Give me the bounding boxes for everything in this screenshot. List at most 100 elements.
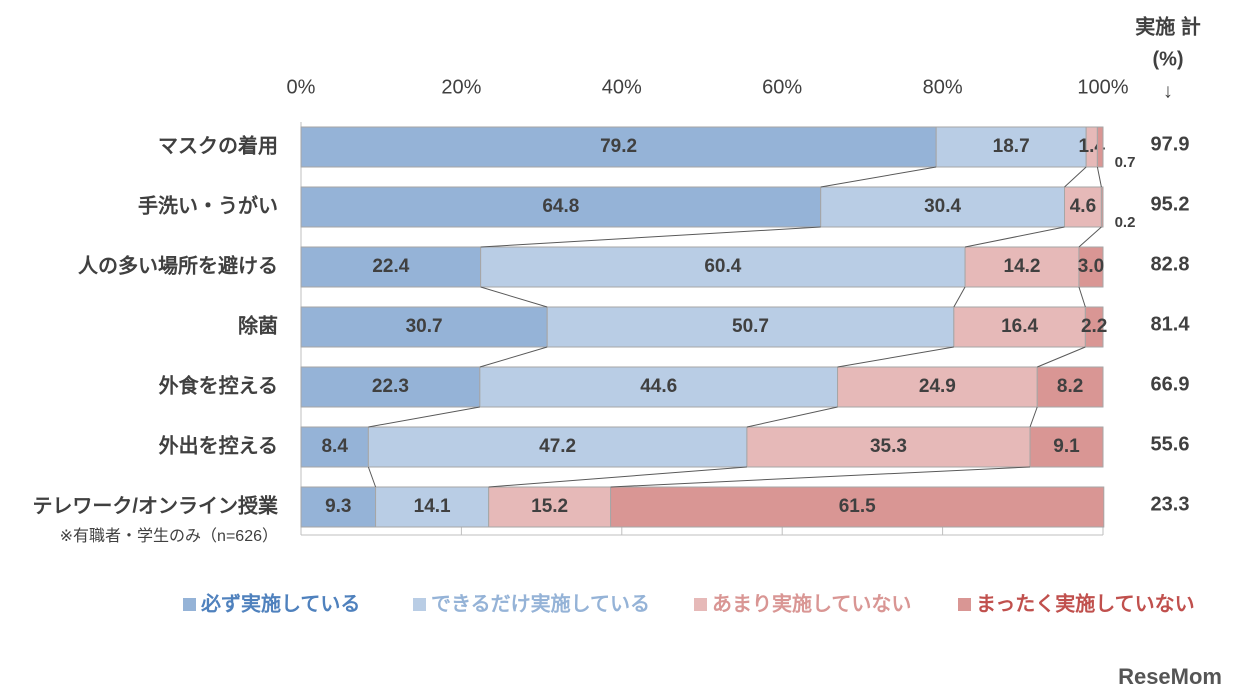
bar-segment	[1096, 126, 1104, 168]
category-label: 手洗い・うがい	[138, 193, 278, 217]
bar-segment	[546, 306, 955, 348]
legend-swatch	[183, 598, 196, 611]
bar-segment	[375, 486, 490, 528]
bar-segment	[300, 306, 548, 348]
x-tick-label: 100%	[1077, 76, 1128, 98]
value-label: 30.4	[924, 196, 961, 217]
total-label: 66.9	[1151, 373, 1190, 395]
value-label: 4.6	[1070, 196, 1096, 217]
totals-header: 実施 計	[1135, 14, 1201, 38]
bar-segment	[964, 246, 1080, 288]
connector-line	[837, 346, 954, 368]
totals-header: (%)	[1152, 48, 1183, 70]
total-label: 82.8	[1151, 253, 1190, 275]
total-label: 95.2	[1151, 193, 1190, 215]
total-label: 55.6	[1151, 433, 1190, 455]
value-label: 24.9	[919, 376, 956, 397]
value-label: 8.2	[1057, 376, 1083, 397]
bar-segment	[1029, 426, 1104, 468]
connector-line	[964, 226, 1065, 248]
bar-segment	[367, 426, 748, 468]
category-label: 外出を控える	[159, 433, 278, 457]
value-label: 3.0	[1078, 256, 1104, 277]
value-label: 2.2	[1081, 316, 1107, 337]
connector-line	[610, 466, 1031, 488]
totals-header: ↓	[1163, 80, 1173, 102]
value-label: 18.7	[993, 136, 1030, 157]
value-label: 9.3	[325, 496, 351, 517]
bar-segment	[610, 486, 1105, 528]
x-tick-label: 80%	[923, 76, 963, 98]
value-label: 14.1	[414, 496, 451, 517]
bar-segment	[488, 486, 612, 528]
connector-line	[480, 286, 548, 308]
value-label: 22.4	[372, 256, 409, 277]
legend-swatch	[413, 598, 426, 611]
connector-line	[368, 406, 480, 428]
bar-segment	[1064, 186, 1102, 228]
value-label: 30.7	[406, 316, 443, 337]
value-label: 35.3	[870, 436, 907, 457]
value-label: 9.1	[1053, 436, 1080, 457]
x-tick-label: 0%	[287, 76, 316, 98]
connector-line	[1029, 406, 1038, 428]
connector-line	[488, 466, 747, 488]
connector-line	[1037, 346, 1086, 368]
connector-line	[746, 406, 838, 428]
value-label: 22.3	[372, 376, 409, 397]
value-label: 44.6	[640, 376, 677, 397]
value-label: 16.4	[1001, 316, 1038, 337]
connector-line	[820, 166, 937, 188]
x-tick-label: 40%	[602, 76, 642, 98]
value-label: 0.7	[1115, 154, 1136, 171]
bar-segment	[300, 366, 481, 408]
value-label: 8.4	[321, 436, 348, 457]
value-label: 14.2	[1004, 256, 1041, 277]
bar-segment	[1100, 186, 1104, 228]
connector-line	[953, 286, 966, 308]
bar-segment	[935, 126, 1087, 168]
bar-segment	[820, 186, 1066, 228]
category-label: 外食を控える	[159, 373, 278, 397]
value-label: 15.2	[531, 496, 568, 517]
value-label: 64.8	[542, 196, 579, 217]
category-label: 除菌	[238, 313, 278, 337]
connector-line	[1078, 226, 1102, 248]
bar-segment	[837, 366, 1038, 408]
bar-segment	[300, 426, 369, 468]
note: ※有職者・学生のみ（n=626）	[60, 527, 278, 545]
legend-label: 必ず実施している	[200, 591, 360, 615]
bar-segment	[1036, 366, 1104, 408]
category-label: テレワーク/オンライン授業	[32, 493, 279, 517]
total-label: 23.3	[1151, 493, 1190, 515]
category-label: 人の多い場所を避ける	[78, 253, 278, 277]
value-label: 47.2	[539, 436, 576, 457]
connector-line	[367, 466, 377, 488]
bar-segment	[479, 366, 839, 408]
legend-swatch	[958, 598, 971, 611]
connector-line	[1064, 166, 1087, 188]
value-label: 50.7	[732, 316, 769, 337]
value-label: 0.2	[1115, 214, 1136, 231]
legend-label: できるだけ実施している	[431, 591, 650, 615]
value-label: 61.5	[839, 496, 876, 517]
bar-segment	[746, 426, 1031, 468]
bar-segment	[300, 186, 822, 228]
value-label: 60.4	[704, 256, 741, 277]
connector-line	[480, 226, 821, 248]
bar-segment	[1084, 306, 1104, 348]
connector-line	[1096, 166, 1102, 188]
bar-segment	[300, 126, 937, 168]
legend-swatch	[694, 598, 707, 611]
total-label: 97.9	[1151, 133, 1190, 155]
x-tick-label: 60%	[762, 76, 802, 98]
value-label: 79.2	[600, 136, 637, 157]
category-label: マスクの着用	[158, 133, 278, 157]
bar-segment	[953, 306, 1086, 348]
total-label: 81.4	[1151, 313, 1191, 335]
legend-label: あまり実施していない	[712, 591, 911, 615]
connector-line	[1078, 286, 1086, 308]
legend-label: まったく実施していない	[976, 591, 1195, 615]
bar-segment	[1078, 246, 1104, 288]
